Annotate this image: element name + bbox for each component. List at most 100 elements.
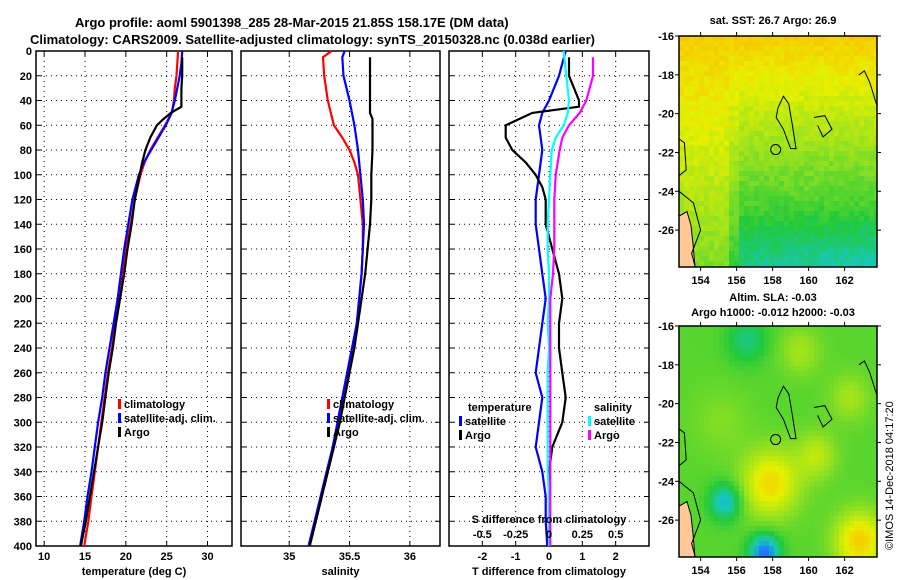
map-cell bbox=[689, 211, 694, 216]
map-cell bbox=[734, 521, 739, 526]
map-cell bbox=[679, 176, 684, 181]
map-cell bbox=[794, 236, 799, 241]
map-cell bbox=[704, 51, 709, 56]
map-cell bbox=[729, 516, 734, 521]
map-cell bbox=[699, 471, 704, 476]
map-cell bbox=[739, 386, 744, 391]
map-cell bbox=[819, 536, 824, 541]
map-cell bbox=[824, 431, 829, 436]
map-cell bbox=[809, 191, 814, 196]
map-cell bbox=[824, 386, 829, 391]
map-cell bbox=[774, 471, 779, 476]
map-cell bbox=[709, 76, 714, 81]
map-cell bbox=[834, 476, 839, 481]
map-cell bbox=[849, 336, 854, 341]
map-cell bbox=[749, 196, 754, 201]
x-tick-label: -2 bbox=[477, 551, 487, 563]
map-cell bbox=[849, 326, 854, 331]
map-cell bbox=[749, 61, 754, 66]
map-cell bbox=[854, 216, 859, 221]
map-cell bbox=[729, 481, 734, 486]
map-cell bbox=[809, 391, 814, 396]
map-cell bbox=[729, 111, 734, 116]
map-cell bbox=[849, 546, 854, 551]
map-cell bbox=[874, 436, 877, 441]
map-cell bbox=[779, 506, 784, 511]
map-cell bbox=[689, 476, 694, 481]
map-cell bbox=[754, 476, 759, 481]
map-cell bbox=[819, 466, 824, 471]
y-tick-label: 180 bbox=[14, 269, 32, 281]
map-cell bbox=[824, 426, 829, 431]
map-cell bbox=[789, 166, 794, 171]
map-cell bbox=[679, 36, 684, 41]
map-cell bbox=[854, 466, 859, 471]
map-cell bbox=[839, 106, 844, 111]
map-cell bbox=[754, 111, 759, 116]
map-cell bbox=[699, 131, 704, 136]
map-cell bbox=[844, 481, 849, 486]
map-cell bbox=[819, 61, 824, 66]
map-cell bbox=[764, 406, 769, 411]
map-cell bbox=[774, 166, 779, 171]
map-cell bbox=[749, 436, 754, 441]
map-cell bbox=[799, 361, 804, 366]
map-cell bbox=[829, 221, 834, 226]
map-cell bbox=[859, 121, 864, 126]
map-cell bbox=[714, 466, 719, 471]
map-cell bbox=[689, 41, 694, 46]
map-cell bbox=[789, 541, 794, 546]
map-cell bbox=[829, 381, 834, 386]
map-cell bbox=[789, 531, 794, 536]
map-cell bbox=[694, 51, 699, 56]
map-cell bbox=[719, 466, 724, 471]
map-cell bbox=[869, 156, 874, 161]
map-cell bbox=[869, 361, 874, 366]
map-cell bbox=[724, 421, 729, 426]
map-cell bbox=[699, 51, 704, 56]
map-cell bbox=[874, 161, 877, 166]
map-cell bbox=[784, 111, 789, 116]
map-cell bbox=[759, 471, 764, 476]
map-cell bbox=[854, 471, 859, 476]
map-cell bbox=[744, 456, 749, 461]
map-cell bbox=[764, 356, 769, 361]
map-cell bbox=[724, 441, 729, 446]
map-cell bbox=[809, 326, 814, 331]
map-cell bbox=[744, 336, 749, 341]
map-cell bbox=[834, 61, 839, 66]
map-cell bbox=[724, 356, 729, 361]
map-cell bbox=[709, 526, 714, 531]
map-cell bbox=[754, 326, 759, 331]
map-cell bbox=[849, 196, 854, 201]
map-cell bbox=[844, 326, 849, 331]
map-cell bbox=[729, 496, 734, 501]
map-cell bbox=[824, 401, 829, 406]
map-cell bbox=[774, 456, 779, 461]
map-cell bbox=[764, 351, 769, 356]
map-cell bbox=[799, 536, 804, 541]
map-cell bbox=[779, 366, 784, 371]
map-cell bbox=[849, 531, 854, 536]
map-cell bbox=[799, 341, 804, 346]
map-cell bbox=[804, 436, 809, 441]
map-cell bbox=[684, 126, 689, 131]
map-cell bbox=[719, 481, 724, 486]
map-cell bbox=[809, 436, 814, 441]
map-cell bbox=[689, 56, 694, 61]
map-cell bbox=[749, 551, 754, 556]
map-cell bbox=[864, 161, 869, 166]
map-cell bbox=[789, 226, 794, 231]
map-cell bbox=[829, 91, 834, 96]
map-cell bbox=[679, 46, 684, 51]
map-cell bbox=[824, 356, 829, 361]
map-cell bbox=[804, 201, 809, 206]
map-cell bbox=[699, 391, 704, 396]
map-cell bbox=[814, 411, 819, 416]
map-cell bbox=[704, 526, 709, 531]
map-cell bbox=[739, 406, 744, 411]
map-cell bbox=[744, 131, 749, 136]
map-cell bbox=[684, 106, 689, 111]
map-cell bbox=[679, 66, 684, 71]
map-cell bbox=[859, 421, 864, 426]
